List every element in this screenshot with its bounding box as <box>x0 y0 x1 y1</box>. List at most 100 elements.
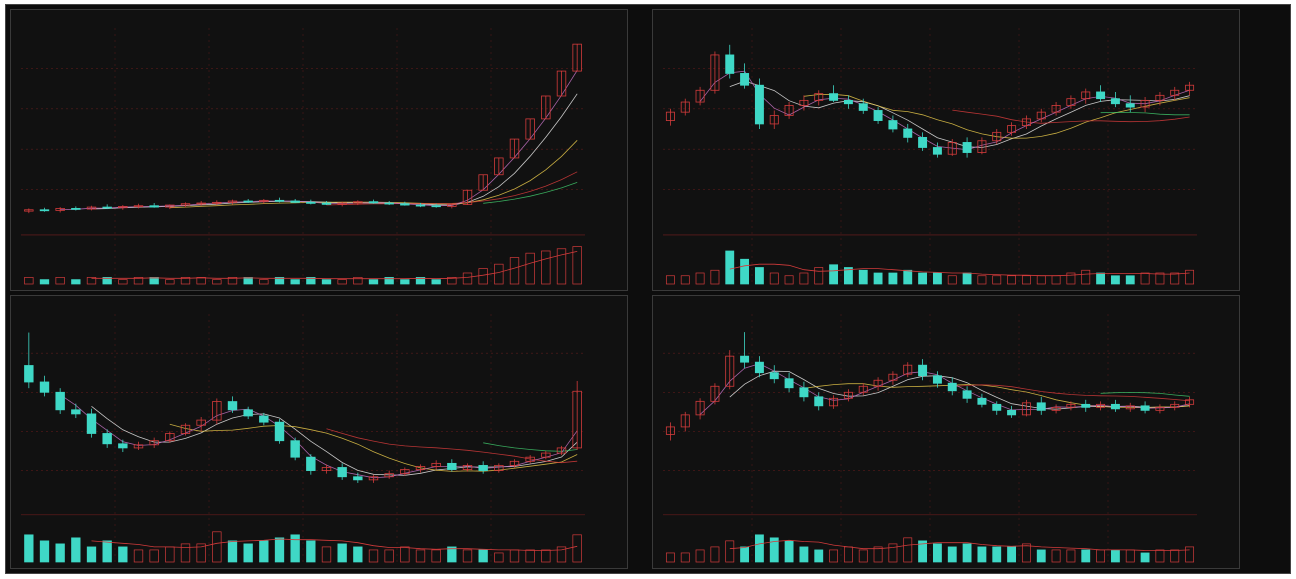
candle <box>259 412 269 426</box>
candle-body <box>525 118 535 140</box>
ma3-line <box>60 70 578 210</box>
candle-body <box>447 462 457 470</box>
candle-body <box>149 205 159 208</box>
candle <box>769 365 779 384</box>
volume-bar <box>1036 275 1046 285</box>
volume-bar <box>447 546 457 563</box>
candle <box>39 207 50 212</box>
volume-bar <box>290 534 300 563</box>
candle-body <box>725 355 735 387</box>
candle <box>1140 97 1150 113</box>
volume-bar <box>977 275 987 285</box>
volume-bar <box>992 275 1002 285</box>
candle <box>680 411 690 432</box>
volume-bar <box>1021 543 1031 563</box>
candle <box>494 157 504 176</box>
panel-top-left-chart <box>21 28 585 285</box>
candle <box>509 138 520 159</box>
volume-bar <box>86 546 97 563</box>
volume-bar <box>39 540 50 563</box>
candle <box>102 429 112 448</box>
volume-bar <box>306 540 316 563</box>
candle-body <box>829 397 839 407</box>
volume-bar <box>478 268 488 285</box>
candle-body <box>102 206 112 209</box>
candle-body <box>977 397 987 405</box>
candle <box>1007 405 1017 418</box>
candle-body <box>556 70 567 97</box>
volume-bar <box>415 277 426 285</box>
candle <box>725 350 735 390</box>
volume-bar <box>1125 275 1135 285</box>
candle <box>1140 401 1150 414</box>
candle-body <box>86 206 97 210</box>
volume-bar <box>102 540 112 563</box>
candle <box>24 332 34 389</box>
candle <box>888 115 898 133</box>
ma5-line <box>91 405 578 476</box>
ma10-line <box>803 383 1190 408</box>
candle <box>1051 404 1061 414</box>
volume-bar <box>784 275 794 285</box>
volume-bar <box>86 277 97 285</box>
volume-bar <box>196 543 206 563</box>
candle-body <box>1110 403 1120 410</box>
candle <box>321 464 332 474</box>
candle <box>1096 401 1106 411</box>
candle <box>462 189 473 206</box>
candle <box>337 463 347 480</box>
candle-body <box>102 433 112 445</box>
candle <box>740 332 750 369</box>
panel-bottom-right-chart <box>663 314 1197 563</box>
candle-body <box>1096 403 1106 408</box>
candle <box>754 356 764 378</box>
candle-body <box>947 142 957 155</box>
candle-body <box>829 93 839 101</box>
volume-bar <box>259 279 269 285</box>
volume-bar <box>494 263 504 285</box>
candle <box>843 95 853 109</box>
candle-body <box>180 203 191 206</box>
candle <box>306 454 316 475</box>
candle-body <box>368 476 379 481</box>
candle-body <box>680 414 690 428</box>
volume-bar <box>165 546 175 563</box>
volume-bar <box>227 540 238 563</box>
candle-body <box>227 200 238 203</box>
candle <box>873 377 883 391</box>
candle <box>725 44 735 79</box>
candle <box>447 203 457 209</box>
candle-body <box>368 201 379 204</box>
candle <box>525 455 535 464</box>
candle <box>259 198 269 204</box>
candle-body <box>1051 105 1061 113</box>
volume-bar <box>541 549 551 563</box>
candle-body <box>1185 399 1195 405</box>
candle <box>888 371 898 385</box>
candle-body <box>962 142 972 153</box>
volume-bar <box>431 279 441 285</box>
candle-body <box>462 465 473 470</box>
candle <box>243 406 253 420</box>
volume-bar <box>353 277 363 285</box>
candle <box>133 441 144 450</box>
volume-bar <box>321 279 332 285</box>
candle-body <box>24 209 34 212</box>
candle-body <box>39 209 50 212</box>
candle <box>290 437 300 461</box>
candle-body <box>1185 84 1195 91</box>
candle <box>992 401 1002 415</box>
candle <box>243 198 253 204</box>
candle <box>196 417 206 432</box>
candle-body <box>337 467 347 478</box>
candle-body <box>494 465 504 471</box>
candle-body <box>1170 89 1180 96</box>
volume-bar <box>1185 269 1195 285</box>
volume-ma-line <box>91 251 578 280</box>
candle-body <box>431 462 441 467</box>
candle-body <box>478 465 488 471</box>
volume-bar <box>814 267 824 285</box>
volume-bar <box>1170 549 1180 563</box>
candle-body <box>353 201 363 204</box>
candle-body <box>725 54 735 74</box>
